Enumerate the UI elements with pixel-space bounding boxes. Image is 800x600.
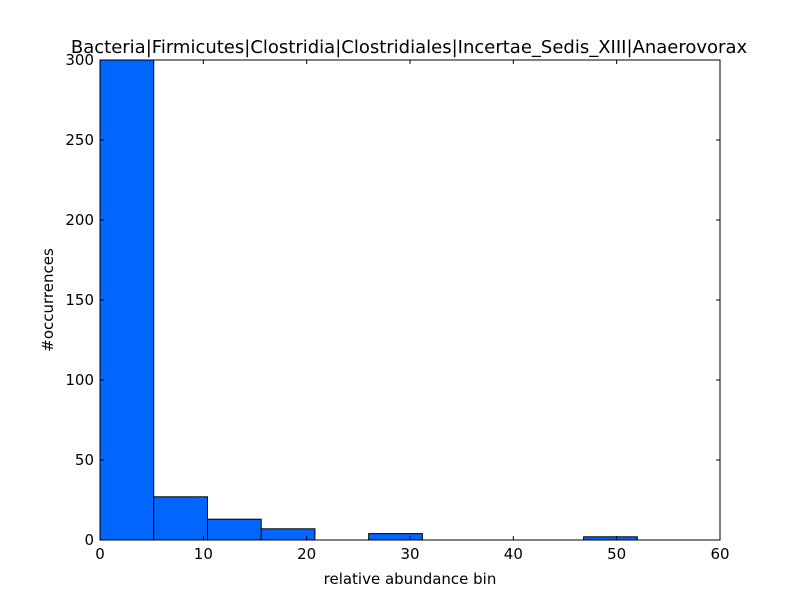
- x-tick-label: 60: [710, 545, 729, 563]
- y-tick-label: 0: [84, 531, 94, 549]
- y-tick-label: 300: [65, 51, 94, 69]
- x-tick-label: 30: [400, 545, 419, 563]
- histogram-bar: [206, 518, 262, 541]
- chart-title: Bacteria|Firmicutes|Clostridia|Clostridi…: [71, 37, 748, 58]
- y-tick-label: 50: [75, 451, 94, 469]
- x-tick-label: 0: [95, 545, 105, 563]
- y-tick-label: 100: [65, 371, 94, 389]
- plot-frame: [99, 59, 721, 541]
- x-tick-label: 40: [504, 545, 523, 563]
- x-axis-label: relative abundance bin: [324, 570, 497, 588]
- y-tick-label: 200: [65, 211, 94, 229]
- x-tick-label: 20: [297, 545, 316, 563]
- histogram-bar: [368, 533, 423, 541]
- y-axis-ticks: 0 50 100 150 200 250 300: [65, 51, 720, 549]
- y-tick-label: 150: [65, 291, 94, 309]
- x-tick-label: 10: [194, 545, 213, 563]
- histogram-bars: [99, 59, 638, 541]
- histogram-bar: [99, 59, 155, 541]
- x-tick-label: 50: [607, 545, 626, 563]
- y-axis-label: #occurrences: [39, 248, 57, 352]
- histogram-bar: [153, 496, 208, 541]
- x-axis-ticks: 0 10 20 30 40 50 60: [95, 60, 730, 563]
- y-tick-label: 250: [65, 131, 94, 149]
